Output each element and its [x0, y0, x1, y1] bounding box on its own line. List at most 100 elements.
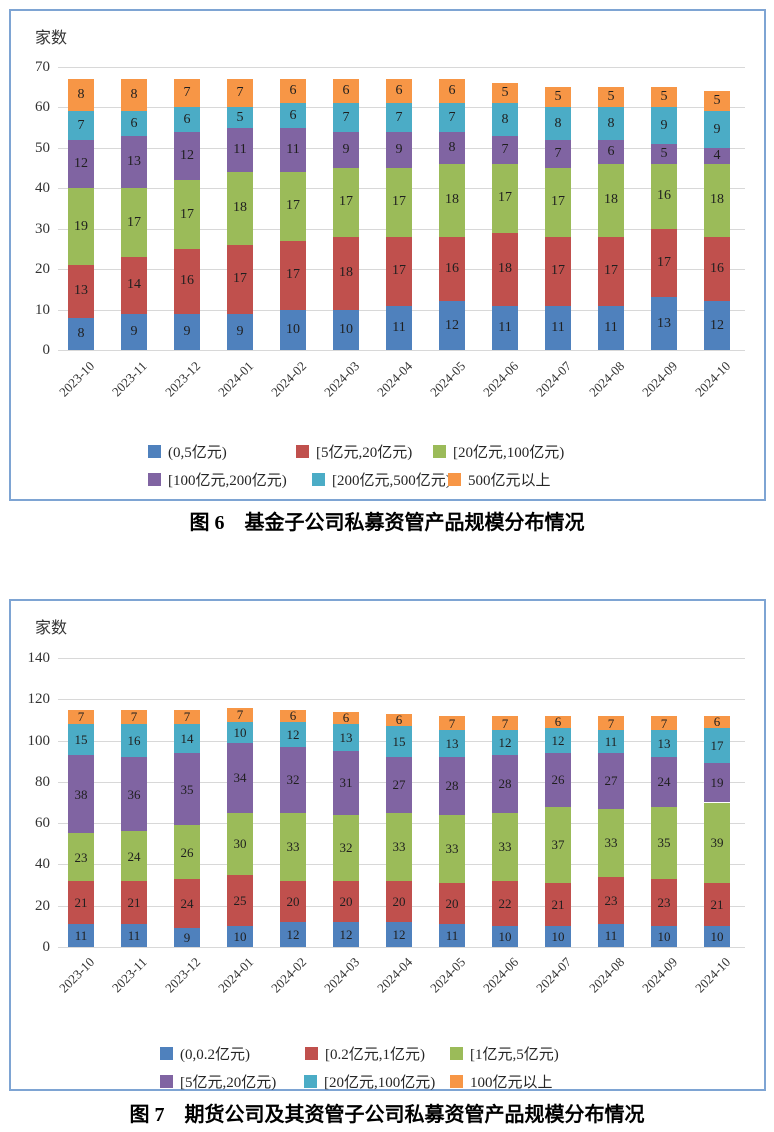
bar-segment: 8 [68, 317, 94, 350]
bar-value-label: 20 [445, 896, 459, 912]
bar-segment: 17 [333, 168, 359, 237]
bar-value-label: 24 [127, 848, 141, 864]
bar-value-label: 9 [660, 117, 668, 133]
bar-value-label: 14 [180, 730, 194, 746]
bar-segment: 33 [280, 812, 306, 881]
y-tick-label: 140 [27, 650, 51, 666]
legend-color-swatch-icon [304, 1074, 317, 1088]
bar-value-label: 6 [607, 143, 615, 159]
bar-segment: 6 [598, 139, 624, 165]
bar-value-label: 11 [604, 319, 618, 335]
bar-segment: 15 [386, 726, 412, 758]
bar-value-label: 13 [657, 315, 671, 331]
legend-row: [5亿元,20亿元) [20亿元,100亿元) 100亿元以上 [11, 1067, 764, 1095]
legend-item: [20亿元,100亿元) [433, 441, 764, 462]
x-axis-label: 2024-09 [638, 358, 680, 400]
bar-value-label: 27 [392, 777, 406, 793]
bar-segment: 17 [121, 188, 147, 257]
bar-segment: 32 [333, 814, 359, 881]
bar-value-label: 9 [183, 930, 191, 946]
bar-value-label: 6 [289, 107, 297, 123]
bar-segment: 6 [439, 79, 465, 104]
bar-segment: 6 [280, 103, 306, 128]
bar-value-label: 9 [395, 141, 403, 157]
bar-segment: 7 [227, 79, 253, 108]
legend-item: [1亿元,5亿元) [450, 1043, 764, 1064]
legend-color-swatch-icon [296, 444, 309, 458]
legend-label: 100亿元以上 [470, 1074, 553, 1091]
legend-label: [100亿元,200亿元) [168, 472, 287, 489]
legend-color-swatch-icon [148, 444, 161, 458]
bar-value-label: 28 [498, 776, 512, 792]
bar-value-label: 31 [339, 775, 353, 791]
bar-value-label: 17 [339, 194, 353, 210]
bar-value-label: 17 [180, 206, 194, 222]
bar-segment: 25 [227, 874, 253, 927]
legend-row: (0,0.2亿元) [0.2亿元,1亿元) [1亿元,5亿元) [11, 1039, 764, 1067]
bar-value-label: 12 [339, 927, 353, 943]
bar-segment: 9 [333, 131, 359, 169]
bar-segment: 20 [333, 880, 359, 923]
bar-segment: 11 [68, 924, 94, 947]
bar-segment: 20 [386, 880, 412, 923]
bar-value-label: 11 [498, 319, 512, 335]
legend-label: [20亿元,100亿元) [324, 1074, 436, 1091]
bar-value-label: 13 [339, 729, 353, 745]
y-tick-label: 80 [35, 773, 50, 790]
bar-segment: 21 [545, 883, 571, 927]
bar-value-label: 8 [501, 111, 509, 127]
bar-segment: 11 [121, 924, 147, 947]
bar-segment: 27 [386, 757, 412, 813]
bar-segment: 7 [68, 111, 94, 140]
bar-segment: 7 [439, 103, 465, 132]
x-axis-label: 2023-10 [55, 954, 97, 996]
bar-segment: 6 [333, 711, 359, 724]
bar-segment: 26 [545, 752, 571, 807]
bar-value-label: 6 [395, 712, 403, 728]
x-axis-label: 2024-04 [373, 358, 415, 400]
bar-segment: 33 [492, 812, 518, 881]
bar-value-label: 7 [395, 109, 403, 125]
bar-segment: 9 [227, 313, 253, 350]
bar-value-label: 10 [286, 321, 300, 337]
bar-value-label: 12 [392, 927, 406, 943]
bar-value-label: 6 [448, 83, 456, 99]
bar-value-label: 33 [498, 839, 512, 855]
bar-value-label: 13 [127, 153, 141, 169]
bar-value-label: 6 [183, 111, 191, 127]
bar-value-label: 12 [445, 317, 459, 333]
bar-value-label: 7 [183, 709, 191, 725]
bar-value-label: 16 [445, 261, 459, 277]
bar-value-label: 9 [183, 323, 191, 339]
bar-segment: 17 [386, 168, 412, 237]
y-tick-label: 0 [42, 939, 51, 955]
bar-value-label: 20 [286, 894, 300, 910]
bar-segment: 11 [598, 924, 624, 947]
bar-value-label: 7 [183, 85, 191, 101]
bar-value-label: 8 [77, 325, 85, 341]
bar-segment: 17 [174, 180, 200, 249]
bar-segment: 35 [651, 806, 677, 879]
bar-segment: 18 [492, 232, 518, 306]
bar-segment: 7 [174, 709, 200, 725]
bar-segment: 12 [439, 301, 465, 350]
bar-segment: 7 [492, 715, 518, 731]
bar-segment: 12 [704, 301, 730, 350]
bar-value-label: 12 [710, 317, 724, 333]
bar-segment: 6 [704, 715, 730, 728]
bar-value-label: 26 [551, 772, 565, 788]
bar-segment: 9 [174, 313, 200, 350]
figure7-plot-area: 家数 0 20 40 60 80 100 120 140 11 21 23 38 15 7 2023-10 1… [11, 601, 764, 1091]
bar-segment: 6 [280, 708, 306, 724]
bar-value-label: 17 [657, 255, 671, 271]
bar-value-label: 7 [448, 109, 456, 125]
bar-value-label: 5 [713, 93, 721, 109]
legend-label: (0,5亿元) [168, 444, 227, 461]
legend-item: [20亿元,100亿元) [304, 1071, 450, 1092]
bar-segment: 13 [68, 265, 94, 318]
bar-value-label: 6 [289, 708, 297, 724]
bar-value-label: 28 [445, 778, 459, 794]
y-tick-label: 60 [35, 815, 50, 832]
bar-segment: 33 [598, 808, 624, 877]
bar-value-label: 19 [710, 775, 724, 791]
